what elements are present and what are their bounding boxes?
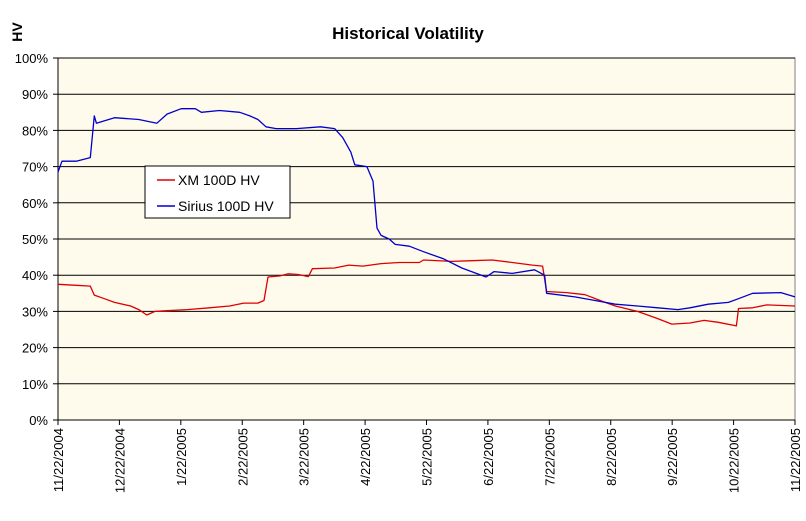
y-tick-label: 90% [22,87,48,102]
x-tick-label: 2/22/2005 [235,428,250,486]
y-tick-label: 0% [29,413,48,428]
x-tick-label: 4/22/2005 [358,428,373,486]
x-axis: 11/22/2004 12/22/2004 1/22/2005 2/22/2005 3/… [51,419,803,493]
y-tick-label: 30% [22,304,48,319]
y-tick-label: 70% [22,160,48,175]
x-tick-label: 7/22/2005 [542,428,557,486]
y-tick-label: 40% [22,268,48,283]
gridlines [58,57,795,385]
x-tick-label: 5/22/2005 [420,428,435,486]
x-tick-label: 3/22/2005 [297,428,312,486]
legend-box [144,165,291,219]
series-lines [57,108,796,327]
x-tick-label: 1/22/2005 [174,428,189,486]
y-tick-label: 100% [15,51,49,66]
y-tick-label: 60% [22,196,48,211]
chart-title: Historical Volatility [332,24,484,43]
y-tick-label: 50% [22,232,48,247]
y-tick-label: 20% [22,341,48,356]
legend: XM 100D HV Sirius 100D HV [144,165,291,219]
x-tick-label: 11/22/2004 [51,428,66,492]
legend-label-xm: XM 100D HV [178,172,260,188]
x-tick-label: 10/22/2005 [727,428,742,493]
sirius-series-line [57,108,796,311]
y-tick-label: 80% [22,123,48,138]
x-tick-label: 6/22/2005 [481,428,496,486]
legend-label-sirius: Sirius 100D HV [178,198,274,214]
y-axis: 0% 10% 20% 30% 40% 50% 60% 70% 80% 90% 100% [15,51,59,428]
xm-series-line [57,259,796,327]
y-tick-label: 10% [22,377,48,392]
x-tick-label: 9/22/2005 [665,428,680,486]
x-tick-label: 11/22/2005 [788,428,803,492]
y-axis-label: HV [9,22,25,42]
x-tick-label: 8/22/2005 [604,428,619,486]
x-tick-label: 12/22/2004 [112,428,127,493]
